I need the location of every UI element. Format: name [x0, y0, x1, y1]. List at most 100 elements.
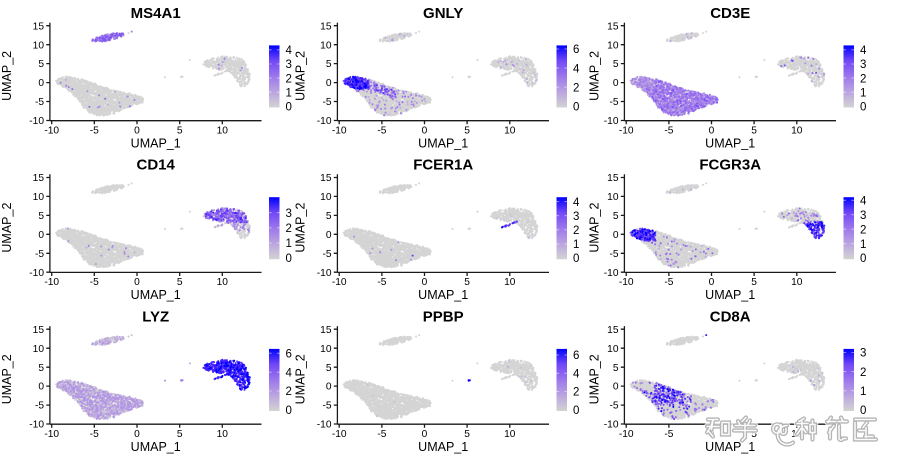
svg-text:-10: -10 — [332, 277, 347, 288]
svg-text:-10: -10 — [619, 277, 634, 288]
svg-text:10: 10 — [504, 277, 516, 288]
svg-text:15: 15 — [33, 325, 45, 336]
svg-text:6: 6 — [285, 349, 291, 361]
svg-text:-5: -5 — [664, 429, 673, 440]
svg-text:-5: -5 — [609, 97, 618, 108]
svg-text:1: 1 — [285, 238, 291, 250]
svg-text:UMAP_1: UMAP_1 — [418, 440, 468, 454]
svg-text:15: 15 — [33, 173, 45, 184]
svg-text:4: 4 — [285, 45, 292, 57]
svg-text:5: 5 — [613, 211, 619, 222]
svg-text:-10: -10 — [317, 116, 332, 127]
svg-text:LYZ: LYZ — [142, 308, 169, 325]
svg-text:FCER1A: FCER1A — [413, 157, 473, 174]
svg-text:3: 3 — [860, 59, 866, 71]
svg-text:15: 15 — [320, 173, 332, 184]
svg-text:-10: -10 — [317, 420, 332, 431]
svg-text:UMAP_2: UMAP_2 — [0, 354, 14, 404]
svg-text:2: 2 — [285, 223, 291, 235]
svg-text:4: 4 — [573, 197, 580, 209]
svg-text:-5: -5 — [90, 126, 99, 137]
svg-text:2: 2 — [860, 224, 866, 236]
svg-text:-10: -10 — [44, 429, 59, 440]
svg-text:5: 5 — [38, 211, 44, 222]
svg-text:3: 3 — [860, 210, 866, 222]
svg-text:10: 10 — [320, 40, 332, 51]
svg-text:5: 5 — [751, 126, 757, 137]
svg-text:0: 0 — [285, 253, 291, 265]
svg-text:0: 0 — [422, 126, 428, 137]
svg-text:1: 1 — [860, 239, 866, 251]
svg-text:10: 10 — [504, 429, 516, 440]
svg-text:-5: -5 — [664, 277, 673, 288]
svg-text:0: 0 — [134, 429, 140, 440]
svg-text:5: 5 — [177, 429, 183, 440]
svg-text:5: 5 — [751, 429, 757, 440]
svg-text:-10: -10 — [332, 429, 347, 440]
svg-text:UMAP_2: UMAP_2 — [0, 51, 14, 101]
svg-text:-10: -10 — [604, 268, 619, 279]
svg-text:UMAP_1: UMAP_1 — [131, 137, 181, 151]
svg-text:0: 0 — [134, 126, 140, 137]
svg-text:0: 0 — [285, 102, 291, 114]
svg-text:-10: -10 — [29, 420, 44, 431]
svg-text:10: 10 — [33, 344, 45, 355]
svg-text:10: 10 — [791, 277, 803, 288]
svg-text:-10: -10 — [29, 116, 44, 127]
svg-text:3: 3 — [573, 211, 579, 223]
svg-text:15: 15 — [320, 21, 332, 32]
svg-text:2: 2 — [573, 225, 579, 237]
svg-text:5: 5 — [613, 363, 619, 374]
svg-text:-5: -5 — [90, 429, 99, 440]
svg-text:10: 10 — [217, 429, 229, 440]
svg-text:UMAP_1: UMAP_1 — [705, 288, 755, 302]
svg-text:-5: -5 — [35, 401, 44, 412]
svg-text:10: 10 — [791, 126, 803, 137]
svg-text:4: 4 — [573, 63, 580, 75]
svg-text:PPBP: PPBP — [423, 308, 464, 325]
svg-text:0: 0 — [422, 277, 428, 288]
svg-text:-10: -10 — [619, 429, 634, 440]
svg-text:UMAP_2: UMAP_2 — [294, 203, 308, 253]
svg-text:-10: -10 — [332, 126, 347, 137]
svg-text:0: 0 — [38, 382, 44, 393]
svg-text:2: 2 — [860, 367, 866, 379]
svg-text:5: 5 — [326, 59, 332, 70]
svg-text:-5: -5 — [35, 97, 44, 108]
svg-text:-10: -10 — [619, 126, 634, 137]
svg-text:CD8A: CD8A — [710, 308, 751, 325]
svg-text:5: 5 — [613, 59, 619, 70]
svg-text:-5: -5 — [664, 126, 673, 137]
svg-text:2: 2 — [860, 73, 866, 85]
svg-text:4: 4 — [285, 367, 292, 379]
svg-text:4: 4 — [573, 369, 580, 381]
svg-text:UMAP_2: UMAP_2 — [294, 354, 308, 404]
svg-text:3: 3 — [285, 208, 291, 220]
svg-text:-5: -5 — [609, 249, 618, 260]
svg-text:10: 10 — [217, 277, 229, 288]
svg-text:1: 1 — [860, 386, 866, 398]
svg-text:0: 0 — [860, 102, 866, 114]
svg-text:UMAP_1: UMAP_1 — [418, 137, 468, 151]
svg-text:5: 5 — [326, 363, 332, 374]
svg-text:CD3E: CD3E — [710, 5, 750, 22]
svg-text:5: 5 — [464, 277, 470, 288]
svg-text:0: 0 — [285, 405, 291, 417]
svg-text:0: 0 — [38, 78, 44, 89]
svg-text:UMAP_2: UMAP_2 — [0, 203, 14, 253]
svg-text:10: 10 — [320, 192, 332, 203]
svg-text:10: 10 — [217, 126, 229, 137]
svg-text:-10: -10 — [604, 420, 619, 431]
svg-text:0: 0 — [326, 230, 332, 241]
svg-text:UMAP_2: UMAP_2 — [588, 354, 602, 404]
svg-text:-10: -10 — [317, 268, 332, 279]
svg-text:0: 0 — [573, 405, 579, 417]
svg-text:2: 2 — [573, 82, 579, 94]
svg-text:-5: -5 — [90, 277, 99, 288]
svg-text:3: 3 — [860, 348, 866, 360]
svg-text:-10: -10 — [29, 268, 44, 279]
svg-text:10: 10 — [33, 40, 45, 51]
svg-text:3: 3 — [285, 59, 291, 71]
svg-text:UMAP_2: UMAP_2 — [294, 51, 308, 101]
svg-text:0: 0 — [613, 382, 619, 393]
